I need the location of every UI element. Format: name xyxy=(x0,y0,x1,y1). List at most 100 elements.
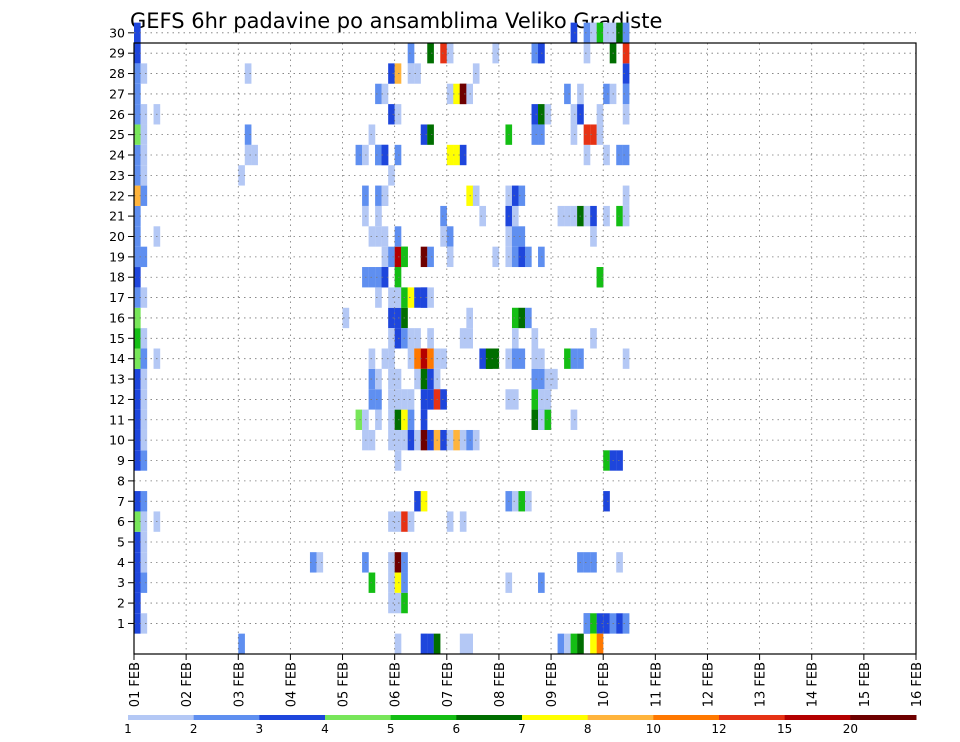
precip-cell xyxy=(420,429,428,451)
legend-swatch xyxy=(128,715,195,720)
color-legend: 1 2 3 4 5 6 7 8 10 12 15 20 xyxy=(124,715,917,736)
precip-cell xyxy=(518,246,526,268)
precip-cell xyxy=(420,409,428,430)
chart-title: GEFS 6hr padavine po ansamblima Veliko G… xyxy=(130,9,662,33)
precip-cell xyxy=(140,389,148,410)
precip-cell xyxy=(309,552,317,573)
precip-cell xyxy=(388,511,395,532)
y-tick-label: 16 xyxy=(109,310,125,325)
precip-cell xyxy=(518,348,526,369)
precip-cell xyxy=(134,185,141,206)
precip-cell xyxy=(238,165,245,186)
precip-cell xyxy=(603,144,610,166)
precip-cell xyxy=(603,83,610,105)
precip-cell xyxy=(459,144,467,166)
legend-label: 5 xyxy=(387,722,395,736)
precip-cell xyxy=(134,328,141,349)
y-tick-label: 29 xyxy=(109,46,125,61)
precip-cell xyxy=(394,409,402,430)
precip-cell xyxy=(446,43,454,64)
y-tick-label: 17 xyxy=(109,290,125,305)
precip-cell xyxy=(134,429,141,451)
precip-cell xyxy=(355,144,363,166)
precip-cell xyxy=(134,307,141,329)
y-tick-label: 2 xyxy=(117,596,125,611)
precip-cell xyxy=(564,83,571,105)
precip-cell xyxy=(616,144,623,166)
precip-cell xyxy=(388,429,395,451)
precip-cell xyxy=(596,22,604,43)
precip-cell xyxy=(407,328,415,349)
precip-cell xyxy=(616,205,623,227)
precip-cell xyxy=(459,511,467,532)
precip-cell xyxy=(511,246,519,268)
precip-cell xyxy=(375,185,382,206)
precip-cell xyxy=(134,491,141,512)
precip-cell xyxy=(518,307,526,329)
precip-cell xyxy=(440,429,447,451)
precip-cell xyxy=(375,144,382,166)
precip-cell xyxy=(381,185,389,206)
precip-cell xyxy=(459,633,467,654)
precip-cell xyxy=(479,205,487,227)
precip-cell xyxy=(479,348,487,369)
precip-cell xyxy=(427,124,434,145)
precip-cell xyxy=(134,409,141,430)
precip-cell xyxy=(420,287,428,308)
precip-cell xyxy=(492,246,500,268)
precip-cell xyxy=(622,185,630,206)
y-tick-label: 12 xyxy=(109,392,125,407)
precip-cell xyxy=(134,144,141,166)
precip-cell xyxy=(134,552,141,573)
precip-cell xyxy=(583,124,591,145)
legend-swatch xyxy=(522,715,589,720)
precip-cell xyxy=(414,348,421,369)
legend-label: 8 xyxy=(584,722,592,736)
precip-cell xyxy=(531,104,539,125)
precip-cell xyxy=(440,348,447,369)
precip-cell xyxy=(134,43,141,64)
precip-cell xyxy=(459,429,467,451)
precip-cell xyxy=(134,613,141,634)
precip-cell xyxy=(388,592,395,614)
precip-cell xyxy=(583,43,591,64)
precip-cell xyxy=(427,368,434,390)
precip-cell xyxy=(590,22,597,43)
precip-cell xyxy=(414,491,421,512)
precip-cell xyxy=(134,22,141,43)
precip-cell xyxy=(407,348,415,369)
precip-cell xyxy=(407,43,415,64)
legend-label: 2 xyxy=(190,722,198,736)
precip-cell xyxy=(440,43,447,64)
precip-cell xyxy=(394,287,402,308)
x-tick-label: 14 FEB xyxy=(806,662,821,707)
legend-label: 3 xyxy=(256,722,264,736)
y-tick-label: 28 xyxy=(109,66,125,81)
precip-cell xyxy=(570,124,578,145)
precip-cell xyxy=(427,328,434,349)
precip-cell xyxy=(420,124,428,145)
precip-cell xyxy=(407,429,415,451)
precip-cell xyxy=(557,205,565,227)
precip-cell xyxy=(583,144,591,166)
precip-cell xyxy=(381,348,389,369)
precip-cell xyxy=(420,633,428,654)
precip-cell xyxy=(420,389,428,410)
y-tick-label: 25 xyxy=(109,127,125,142)
precip-cell xyxy=(140,165,148,186)
precip-cell xyxy=(414,63,421,84)
x-tick-label: 12 FEB xyxy=(701,662,716,707)
precip-cell xyxy=(140,531,148,553)
y-tick-label: 20 xyxy=(109,229,125,244)
legend-label: 10 xyxy=(646,722,661,736)
precip-cell xyxy=(244,144,252,166)
precip-cell xyxy=(525,307,532,329)
y-tick-label: 9 xyxy=(117,453,125,468)
precip-cell xyxy=(244,124,252,145)
x-tick-label: 04 FEB xyxy=(284,662,299,707)
precip-cell xyxy=(134,592,141,614)
precip-cell xyxy=(134,246,141,268)
precip-cell xyxy=(388,328,395,349)
precip-cell xyxy=(381,144,389,166)
